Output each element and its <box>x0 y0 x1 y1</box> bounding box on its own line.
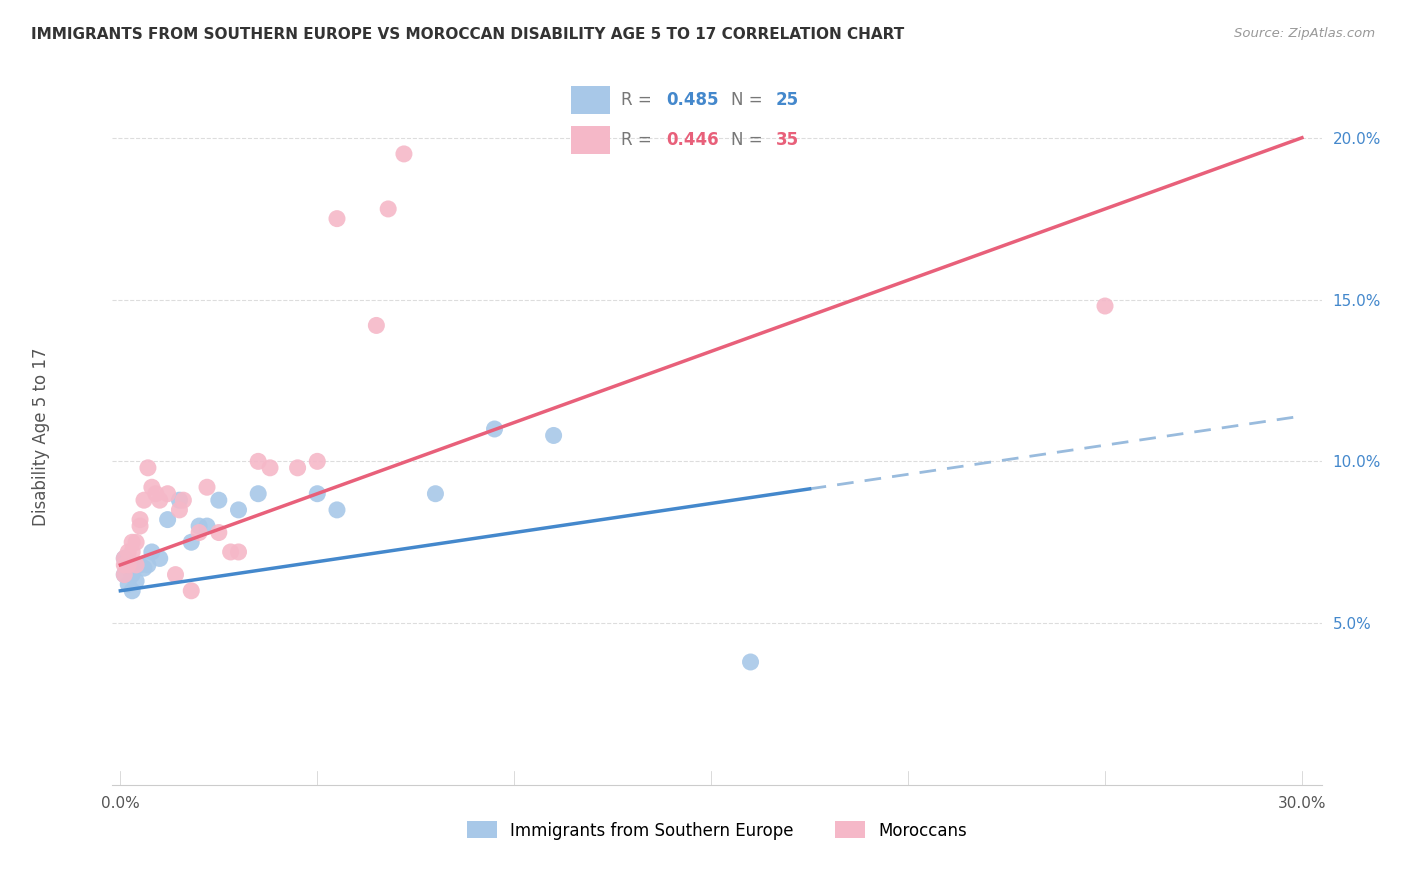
Text: N =: N = <box>731 91 768 109</box>
Point <box>326 211 349 226</box>
Point <box>188 519 211 533</box>
Y-axis label: Disability Age 5 to 17: Disability Age 5 to 17 <box>32 348 51 526</box>
Point <box>228 503 250 517</box>
Point <box>247 454 270 468</box>
Point <box>219 545 242 559</box>
Point <box>1094 299 1116 313</box>
Point <box>259 460 281 475</box>
Point <box>121 535 143 549</box>
Point <box>188 525 211 540</box>
Point <box>366 318 388 333</box>
Point <box>180 535 202 549</box>
Point <box>117 545 139 559</box>
Text: IMMIGRANTS FROM SOUTHERN EUROPE VS MOROCCAN DISABILITY AGE 5 TO 17 CORRELATION C: IMMIGRANTS FROM SOUTHERN EUROPE VS MOROC… <box>31 27 904 42</box>
Bar <box>571 126 610 154</box>
Point <box>195 480 218 494</box>
Text: N =: N = <box>731 131 768 149</box>
Point <box>121 545 143 559</box>
Point <box>129 558 152 572</box>
Point <box>112 551 135 566</box>
Text: R =: R = <box>621 131 658 149</box>
Point <box>112 558 135 572</box>
Point <box>172 493 194 508</box>
Text: R =: R = <box>621 91 658 109</box>
Point <box>156 486 179 500</box>
Point <box>136 460 159 475</box>
Point <box>287 460 309 475</box>
Point <box>132 493 155 508</box>
Point <box>740 655 762 669</box>
Text: 25: 25 <box>776 91 799 109</box>
Point <box>195 519 218 533</box>
Point <box>149 493 172 508</box>
Text: 0.485: 0.485 <box>666 91 718 109</box>
Text: Source: ZipAtlas.com: Source: ZipAtlas.com <box>1234 27 1375 40</box>
Point <box>307 486 329 500</box>
Point <box>129 513 152 527</box>
Point <box>165 567 187 582</box>
Point <box>136 558 159 572</box>
Point <box>149 551 172 566</box>
Point <box>307 454 329 468</box>
Text: 35: 35 <box>776 131 799 149</box>
Point <box>543 428 565 442</box>
Point <box>425 486 447 500</box>
Point <box>117 558 139 572</box>
Point <box>180 583 202 598</box>
Point <box>228 545 250 559</box>
Point <box>129 519 152 533</box>
Point <box>145 486 167 500</box>
Point <box>169 503 191 517</box>
Text: 0.446: 0.446 <box>666 131 718 149</box>
Point <box>169 493 191 508</box>
Point <box>132 561 155 575</box>
Point <box>125 535 148 549</box>
Point <box>141 480 163 494</box>
Point <box>247 486 270 500</box>
Point <box>208 493 231 508</box>
Point <box>326 503 349 517</box>
Point <box>377 202 399 216</box>
Legend: Immigrants from Southern Europe, Moroccans: Immigrants from Southern Europe, Morocca… <box>460 814 974 847</box>
Point <box>112 567 135 582</box>
Point <box>121 567 143 582</box>
Point <box>392 147 415 161</box>
Point <box>141 545 163 559</box>
Point <box>121 583 143 598</box>
Point <box>125 574 148 588</box>
Point <box>125 558 148 572</box>
Point <box>112 551 135 566</box>
Point <box>112 567 135 582</box>
Point <box>208 525 231 540</box>
Bar <box>571 86 610 114</box>
Point <box>484 422 506 436</box>
Point <box>117 577 139 591</box>
Point <box>156 513 179 527</box>
